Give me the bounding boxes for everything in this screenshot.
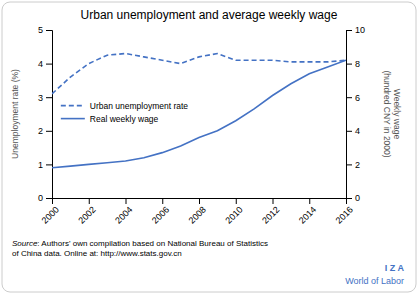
legend-swatch: [61, 118, 85, 120]
tick-label: 2014: [297, 204, 318, 225]
tick-label: 2004: [113, 204, 134, 225]
axis-line: [46, 31, 53, 199]
y2-axis: 0 2 4 6 8 10: [346, 25, 365, 203]
source-label: Source: [12, 239, 38, 248]
tick-label: 3: [38, 93, 43, 103]
axis-line: [347, 31, 353, 199]
tick: 2014: [297, 198, 318, 226]
tick-mark: [346, 30, 352, 31]
legend-item: Real weekly wage: [61, 114, 159, 124]
tick: 8: [346, 59, 360, 69]
tick-label: 4: [355, 126, 360, 136]
tick: 2: [38, 126, 52, 136]
legend-label: Urban unemployment rate: [90, 101, 189, 111]
tick-mark: [162, 198, 163, 204]
tick-label: 2008: [187, 204, 208, 225]
tick: 3: [38, 93, 52, 103]
tick-label: 8: [355, 59, 360, 69]
brand-line: World of Labor: [345, 276, 404, 286]
legend-swatch: [61, 105, 85, 107]
axis-line: [53, 199, 347, 205]
tick-mark: [89, 198, 90, 204]
legend-label: Real weekly wage: [90, 114, 159, 124]
tick-mark: [46, 164, 52, 165]
tick: 2: [346, 160, 360, 170]
tick-mark: [126, 198, 127, 204]
tick: 6: [346, 93, 360, 103]
tick-label: 2010: [223, 204, 244, 225]
tick-mark: [46, 198, 52, 199]
border: [2, 2, 416, 292]
title: Urban unemployment and average weekly wa…: [81, 8, 338, 22]
tick: 2006: [150, 198, 171, 226]
tick-mark: [346, 97, 352, 98]
tick: 2016: [334, 198, 355, 226]
series-line: [52, 60, 346, 168]
tick-label: 10: [355, 25, 365, 35]
tick-mark: [46, 97, 52, 98]
tick-label: 2000: [40, 204, 61, 225]
tick-mark: [46, 64, 52, 65]
tick-mark: [346, 198, 352, 199]
tick-label: 6: [355, 93, 360, 103]
tick-label: 2002: [76, 204, 97, 225]
tick: 0: [346, 193, 360, 203]
tick: 2012: [260, 198, 281, 226]
x-axis: 2000 2002 2004 2006 2008 2010 2012 2014 2016: [40, 198, 355, 226]
tick-label: 0: [38, 193, 43, 203]
tick-mark: [46, 30, 52, 31]
tick-mark: [236, 198, 237, 204]
tick-label: 2016: [334, 204, 355, 225]
tick: 0: [38, 193, 52, 203]
chart: 2000200220042006200820102012201420160123…: [0, 0, 418, 294]
tick-mark: [46, 131, 52, 132]
tick: 5: [38, 25, 52, 35]
tick-mark: [346, 131, 352, 132]
tick: 4: [38, 59, 52, 69]
y2-axis-title: Weekly wage(hundred CNY in 2000): [382, 70, 402, 157]
tick-label: 2006: [150, 204, 171, 225]
legend: Urban unemployment rate Real weekly wage: [61, 101, 189, 124]
tick-label: 5: [38, 25, 43, 35]
tick-mark: [199, 198, 200, 204]
y-axis-title: Unemployment rate (%): [10, 69, 20, 159]
tick-label: 2: [355, 160, 360, 170]
tick: 2010: [223, 198, 244, 226]
tick-mark: [346, 164, 352, 165]
tick: 2004: [113, 198, 134, 226]
tick-label: 1: [38, 160, 43, 170]
tick-label: 2012: [260, 204, 281, 225]
tick-label: 0: [355, 193, 360, 203]
tick: 10: [346, 25, 365, 35]
tick-label: 2: [38, 126, 43, 136]
tick-mark: [309, 198, 310, 204]
tick-mark: [346, 64, 352, 65]
plot-area: [52, 54, 346, 168]
y-axis: 0 1 2 3 4 5: [38, 25, 53, 203]
tick: 1: [38, 160, 52, 170]
source-text: : Authors' own compilation based on Nati…: [12, 239, 268, 258]
series-line: [52, 54, 346, 94]
tick: 2002: [76, 198, 97, 226]
tick: 4: [346, 126, 360, 136]
tick-label: 4: [38, 59, 43, 69]
brand-line: I Z A: [385, 263, 405, 273]
tick: 2008: [187, 198, 208, 226]
legend-item: Urban unemployment rate: [61, 101, 189, 111]
tick-mark: [273, 198, 274, 204]
